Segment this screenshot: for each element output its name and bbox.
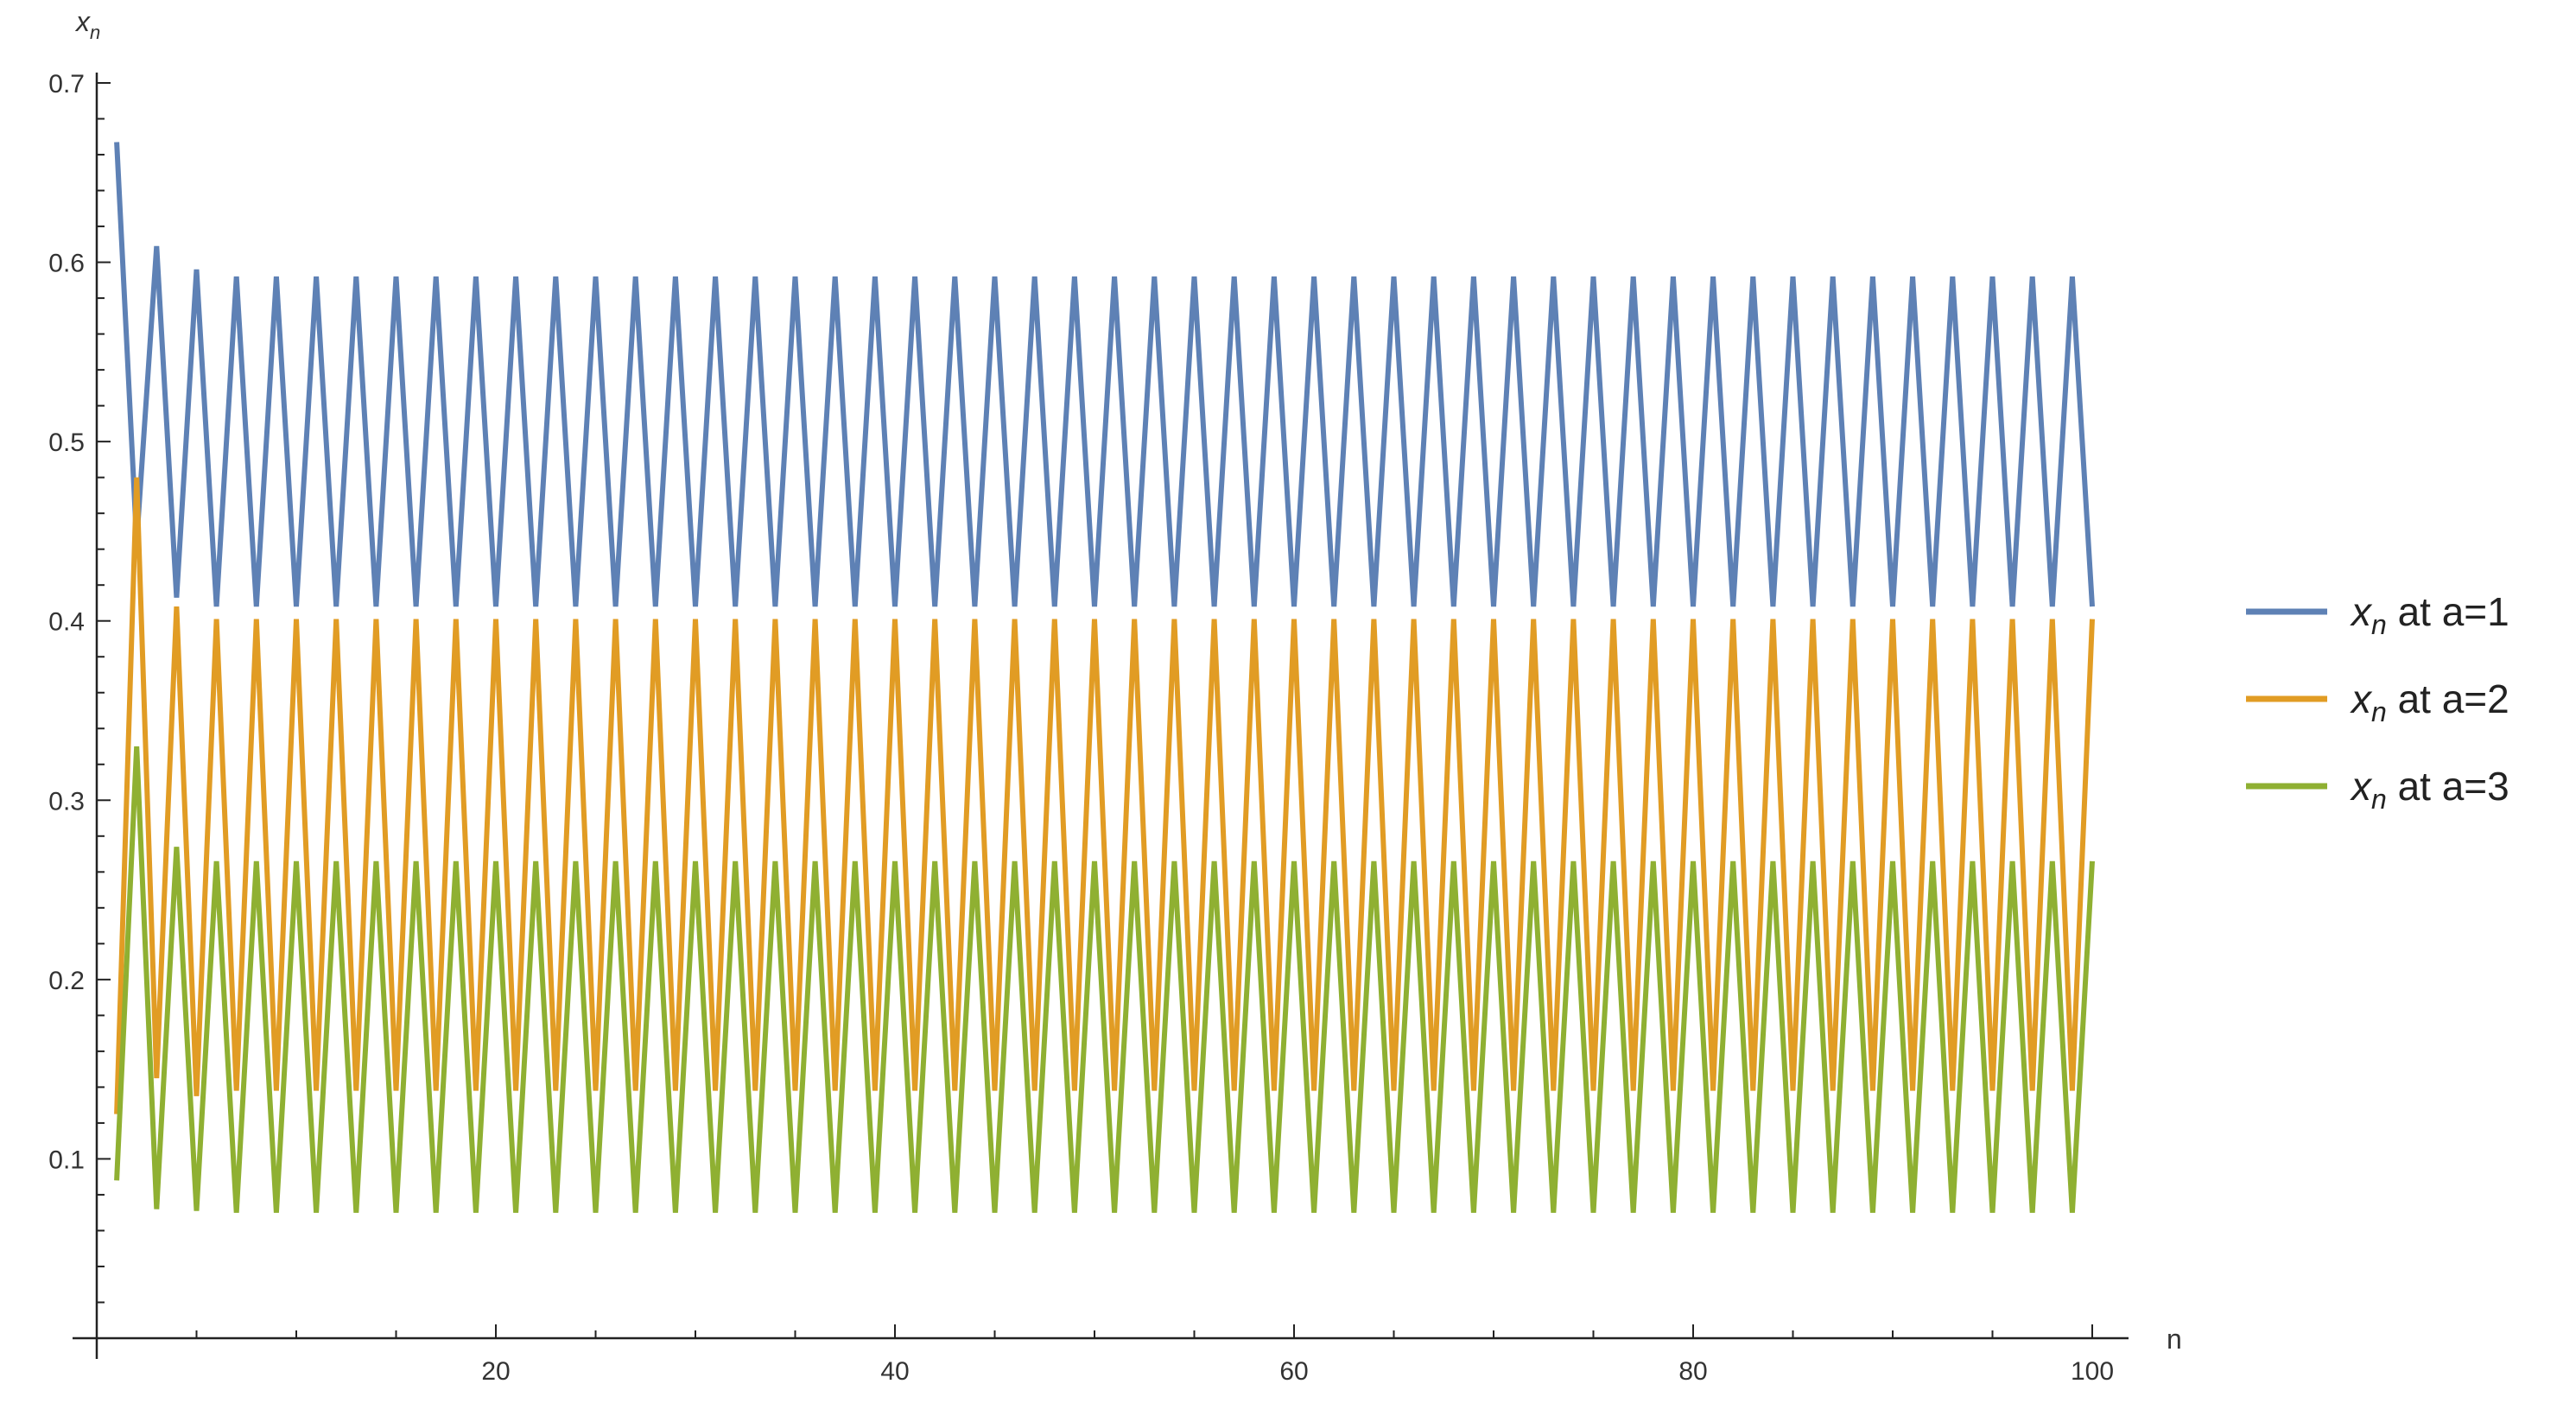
legend-label-var: x [2350,676,2373,721]
y-tick-label: 0.4 [48,608,85,637]
y-tick-label: 0.3 [48,787,85,816]
legend-label: xn at a=1 [2350,589,2509,640]
legend-label-rest: at a=3 [2387,764,2509,809]
y-axis-title-sub: n [90,22,100,43]
x-tick-label: 80 [1678,1357,1707,1386]
legend-label-sub: n [2371,609,2387,640]
y-tick-label: 0.5 [48,429,85,457]
legend-item-1: xn at a=1 [2246,589,2509,640]
x-tick-label: 40 [880,1357,909,1386]
y-tick-label: 0.7 [48,70,85,98]
legend-item-2: xn at a=2 [2246,676,2509,727]
x-tick-label: 60 [1279,1357,1308,1386]
series-line-1 [114,142,2095,607]
y-axis-title-var: x [74,6,91,37]
axes: 20 40 60 80 100 0.10.20.30.40.50.60.7 n xn [48,6,2182,1386]
legend-label: xn at a=3 [2350,764,2509,815]
series-line-3 [114,746,2095,1213]
y-ticks: 0.1 0.2 0.3 0.4 0.5 0.6 0.7 [48,70,111,1304]
legend-item-3: xn at a=3 [2246,764,2509,815]
series-line-2 [114,477,2095,1114]
legend: xn at a=1xn at a=2xn at a=3 [2246,589,2509,815]
legend-label-var: x [2350,589,2373,634]
y-tick-label: 0.2 [48,967,85,995]
x-tick-label: 20 [481,1357,510,1386]
legend-label: xn at a=2 [2350,676,2509,727]
legend-label-sub: n [2371,696,2387,727]
x-tick-label: 100 [2071,1357,2114,1386]
legend-label-var: x [2350,764,2373,809]
y-tick-label: 0.6 [48,250,85,278]
legend-label-rest: at a=2 [2387,676,2509,721]
y-axis-title: xn [74,6,100,43]
x-ticks: 20 40 60 80 100 [96,1324,2114,1386]
x-axis-title: n [2167,1324,2182,1355]
legend-label-rest: at a=1 [2387,589,2509,634]
plot-lines [114,142,2095,1213]
legend-label-sub: n [2371,784,2387,815]
y-tick-label: 0.1 [48,1146,85,1174]
